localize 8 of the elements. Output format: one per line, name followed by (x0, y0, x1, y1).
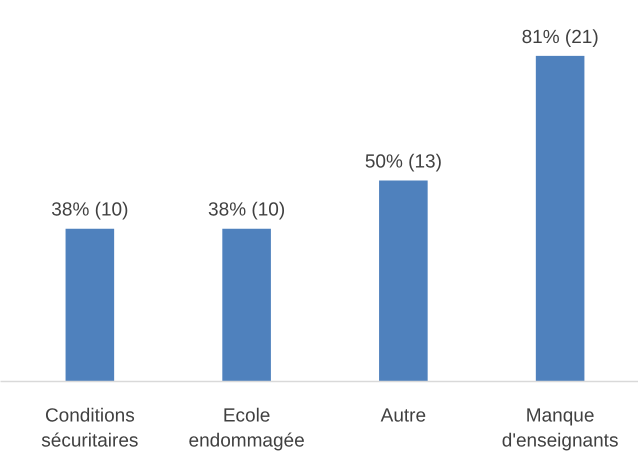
x-tick-label: Conditions sécuritaires (41, 406, 138, 452)
data-label: 50% (13) (364, 151, 442, 172)
x-tick-label: Ecole endommagée (188, 406, 305, 452)
data-label: 81% (21) (522, 26, 599, 48)
data-label: 38% (10) (51, 200, 128, 221)
x-tick-label: Manque d'enseignants (502, 406, 618, 452)
x-tick-label: Autre (380, 406, 426, 426)
data-label: 38% (10) (208, 200, 286, 221)
